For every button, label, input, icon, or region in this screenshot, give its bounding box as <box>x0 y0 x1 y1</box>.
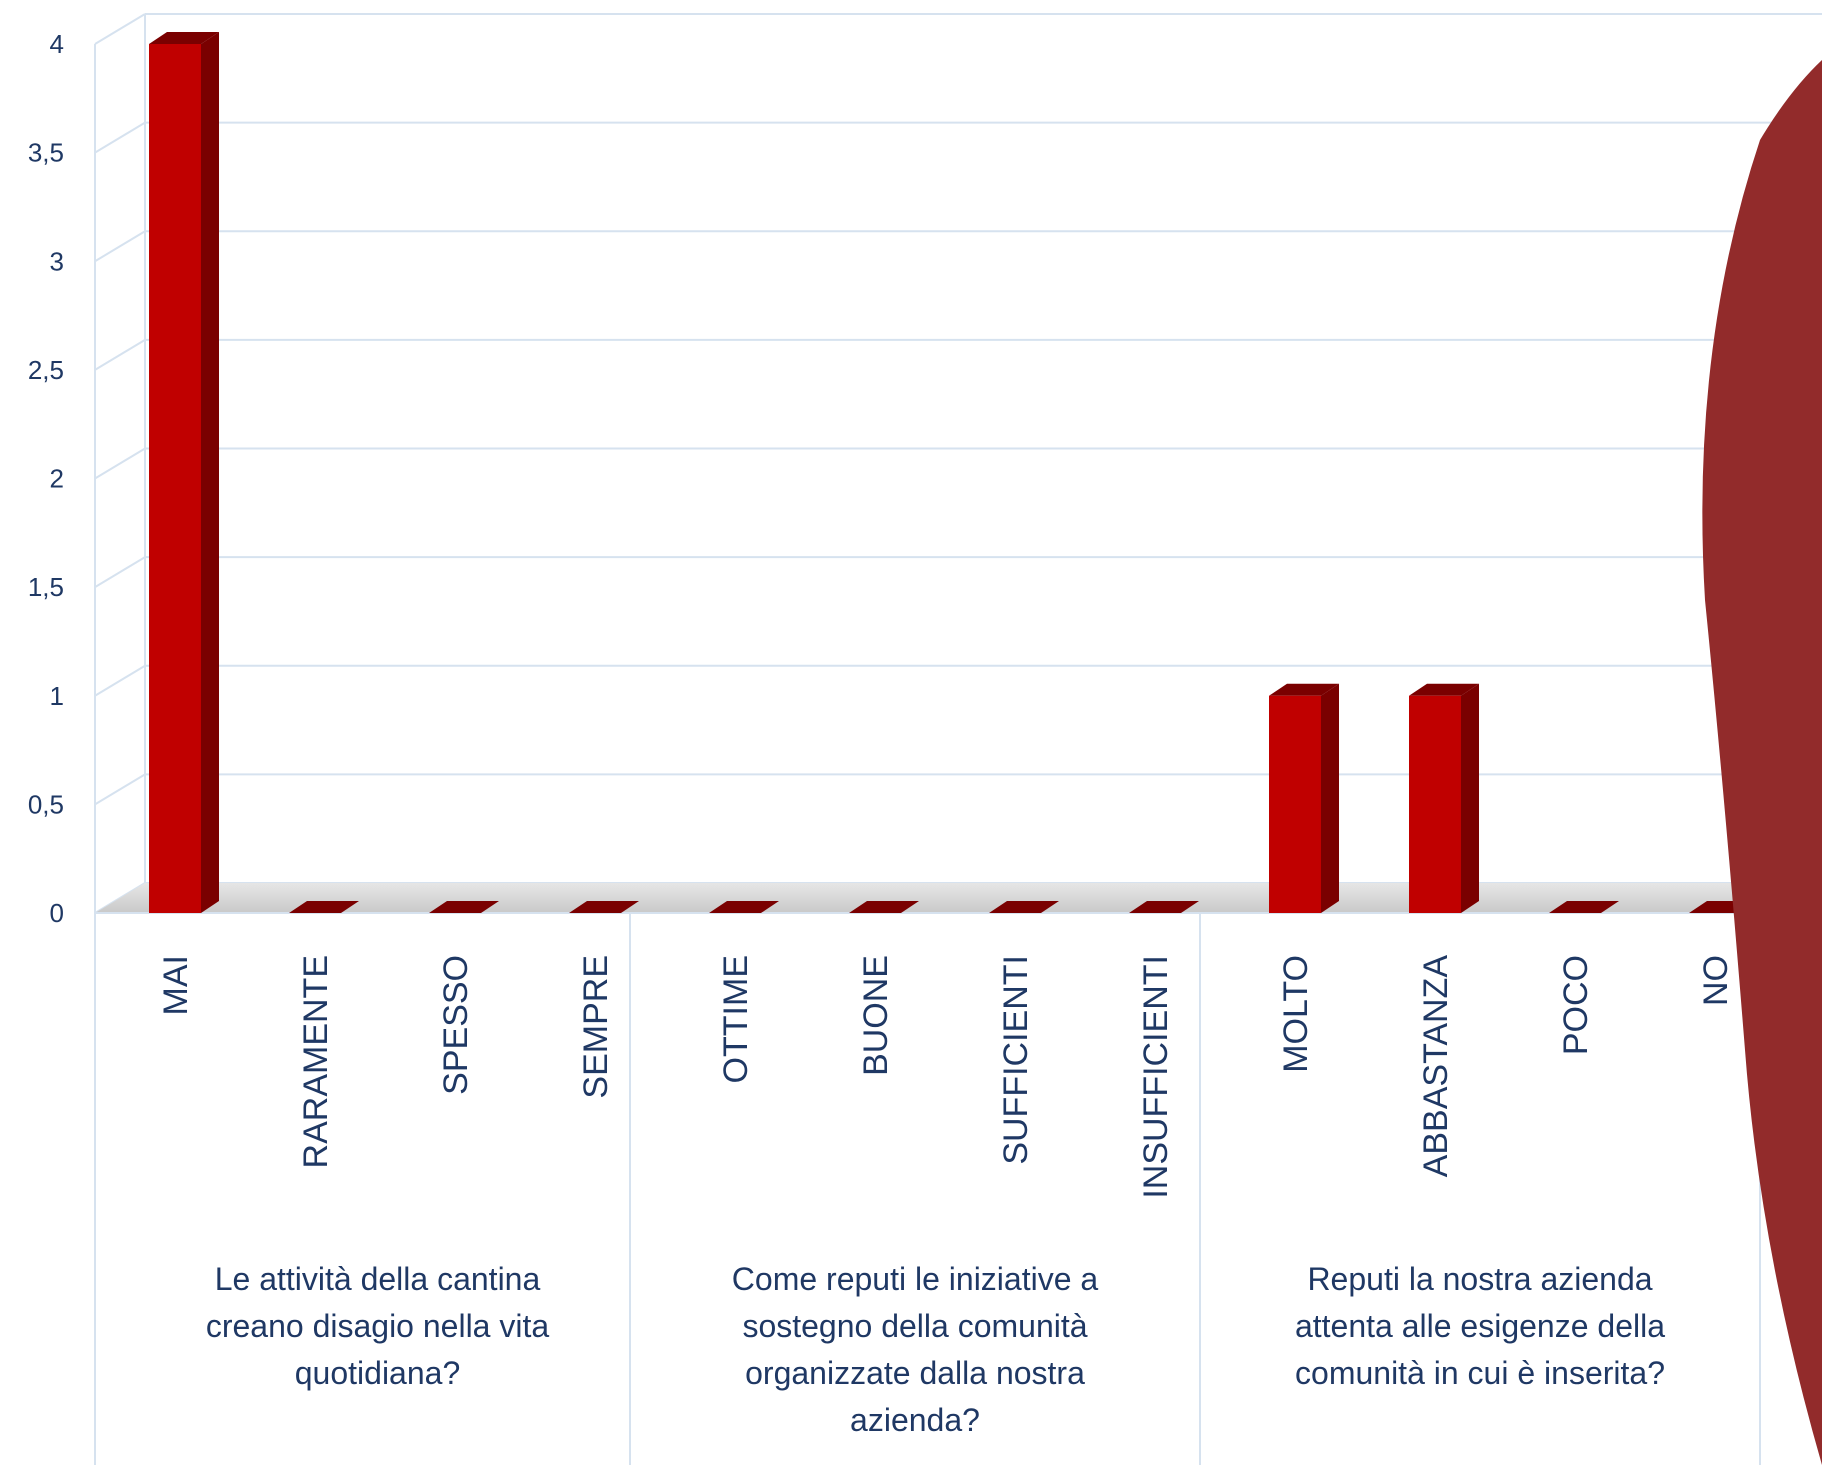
y-tick-label: 1 <box>50 681 64 711</box>
y-tick-label: 1,5 <box>28 572 64 602</box>
x-tick-label: NO <box>1697 955 1735 1006</box>
x-tick-label: INSUFFICIENTI <box>1137 955 1175 1199</box>
bar-top <box>149 32 219 44</box>
y-tick-label: 2,5 <box>28 355 64 385</box>
x-tick-label: MAI <box>157 955 195 1015</box>
gridline-depth <box>94 664 146 697</box>
bar <box>849 901 919 913</box>
bar-top <box>289 901 359 913</box>
bar <box>709 901 779 913</box>
bar-top <box>1129 901 1199 913</box>
bar-front <box>1409 695 1461 913</box>
bar-top <box>569 901 639 913</box>
bar-top <box>709 901 779 913</box>
bar-front <box>149 44 201 913</box>
bar <box>1269 683 1339 913</box>
x-tick-label: OTTIME <box>717 955 755 1083</box>
y-tick-label: 0 <box>50 898 64 928</box>
bar-side <box>201 32 219 913</box>
y-tick-label: 4 <box>50 29 64 59</box>
bar-front <box>1269 695 1321 913</box>
gridlines <box>94 13 1822 914</box>
gridline-depth <box>94 121 146 154</box>
bar <box>289 901 359 913</box>
bar <box>149 32 219 913</box>
gridline-depth <box>94 773 146 806</box>
x-tick-label: BUONE <box>857 955 895 1076</box>
bar <box>1409 683 1479 913</box>
bar-top <box>429 901 499 913</box>
bar-side <box>1321 683 1339 913</box>
gridline-depth <box>94 339 146 371</box>
bar-side <box>1461 683 1479 913</box>
x-tick-label: POCO <box>1557 955 1595 1055</box>
y-tick-label: 0,5 <box>28 789 64 819</box>
x-tick-label: SEMPRE <box>577 955 615 1099</box>
bar-top <box>1549 901 1619 913</box>
y-tick-label: 3,5 <box>28 138 64 168</box>
group-label: Come reputi le iniziative a sostegno dell… <box>732 1261 1099 1438</box>
x-tick-label: SPESSO <box>437 955 475 1095</box>
decorative-red-shape <box>1702 60 1822 1465</box>
x-axis: MAI RARAMENTE SPESSO SEMPRE OTTIME BUONE SUFFI… <box>94 913 1761 1465</box>
bar <box>429 901 499 913</box>
x-tick-label: SUFFICIENTI <box>997 955 1035 1165</box>
bar-top <box>849 901 919 913</box>
bar <box>1129 901 1199 913</box>
group-label: Le attività della cantina creano disagio … <box>206 1261 550 1391</box>
y-tick-label: 2 <box>50 464 64 494</box>
gridline-depth <box>94 230 146 263</box>
bars <box>149 32 1759 913</box>
bar-top <box>1409 683 1479 696</box>
gridline-depth <box>94 13 146 45</box>
bar-top <box>1269 683 1339 696</box>
floor-plane <box>95 883 1822 913</box>
bar <box>569 901 639 913</box>
group-label: Reputi la nostra azienda attenta alle esi… <box>1295 1261 1665 1391</box>
x-tick-label: RARAMENTE <box>297 955 335 1168</box>
y-axis: 0 0,5 1 1,5 2 2,5 3 3,5 4 <box>28 29 64 928</box>
x-tick-label: ABBASTANZA <box>1417 955 1455 1178</box>
gridline-depth <box>94 447 146 480</box>
gridline-depth <box>94 556 146 588</box>
x-tick-label: MOLTO <box>1277 955 1315 1073</box>
bar-top <box>989 901 1059 913</box>
y-tick-label: 3 <box>50 246 64 276</box>
bar <box>1549 901 1619 913</box>
chart-floor <box>95 883 1822 914</box>
bar <box>989 901 1059 913</box>
